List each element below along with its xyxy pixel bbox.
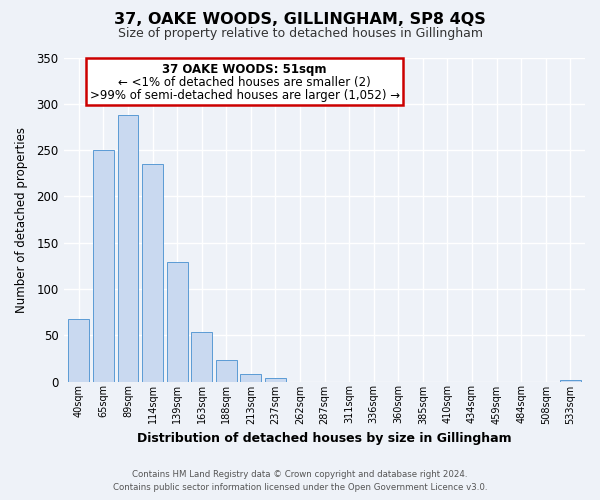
Bar [216, 360, 237, 382]
Bar [142, 164, 163, 382]
Text: Contains HM Land Registry data © Crown copyright and database right 2024.
Contai: Contains HM Land Registry data © Crown c… [113, 470, 487, 492]
Text: ← <1% of detached houses are smaller (2): ← <1% of detached houses are smaller (2) [118, 76, 371, 90]
Text: 37 OAKE WOODS: 51sqm: 37 OAKE WOODS: 51sqm [163, 64, 327, 76]
Y-axis label: Number of detached properties: Number of detached properties [15, 126, 28, 312]
Text: 37, OAKE WOODS, GILLINGHAM, SP8 4QS: 37, OAKE WOODS, GILLINGHAM, SP8 4QS [114, 12, 486, 28]
X-axis label: Distribution of detached houses by size in Gillingham: Distribution of detached houses by size … [137, 432, 512, 445]
Text: Size of property relative to detached houses in Gillingham: Size of property relative to detached ho… [118, 28, 482, 40]
FancyBboxPatch shape [86, 58, 403, 104]
Bar [118, 115, 139, 382]
Bar [191, 332, 212, 382]
Bar [68, 318, 89, 382]
Bar [93, 150, 114, 382]
Bar [560, 380, 581, 382]
Text: >99% of semi-detached houses are larger (1,052) →: >99% of semi-detached houses are larger … [89, 89, 400, 102]
Bar [241, 374, 262, 382]
Bar [265, 378, 286, 382]
Bar [167, 262, 188, 382]
